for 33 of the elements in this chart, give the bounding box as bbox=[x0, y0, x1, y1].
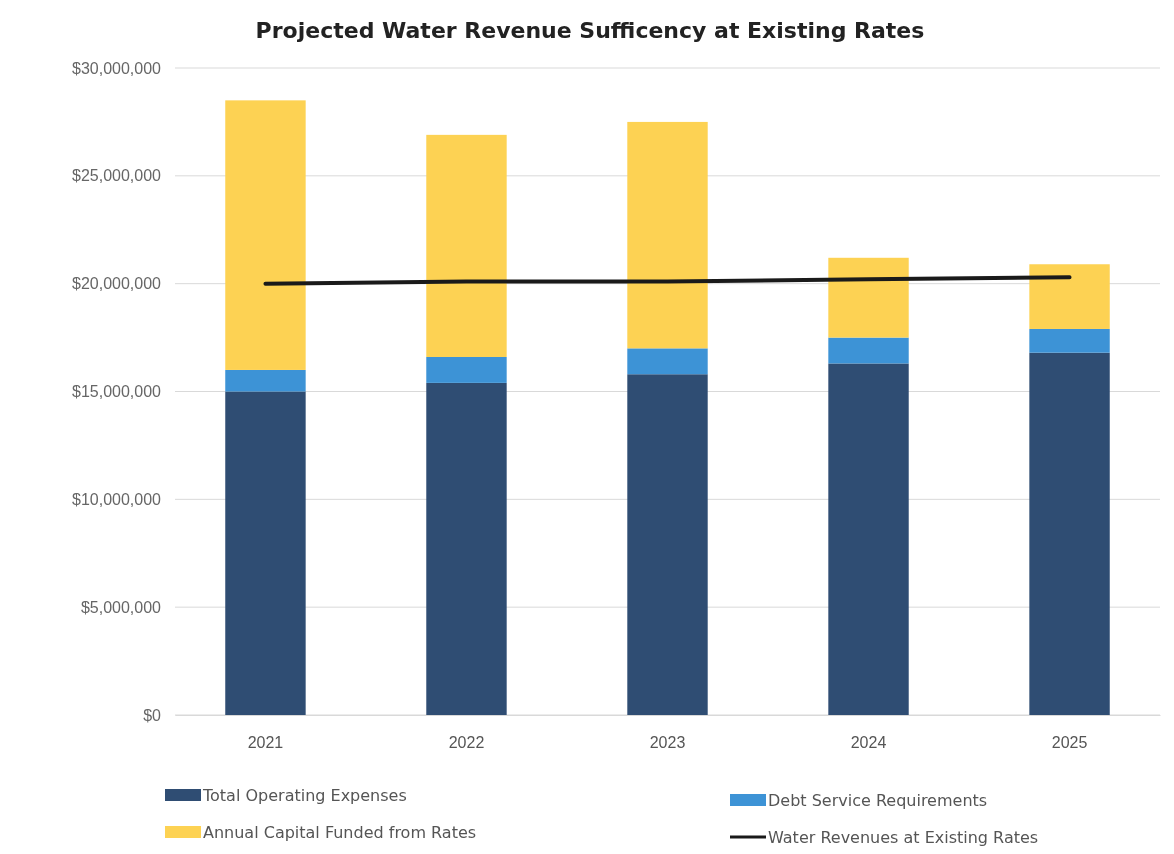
bar bbox=[225, 369, 306, 392]
legend-label: Water Revenues at Existing Rates bbox=[768, 828, 1039, 847]
bar bbox=[1029, 352, 1110, 715]
chart-title: Projected Water Revenue Sufficency at Existing Rates bbox=[255, 18, 925, 43]
legend-label: Annual Capital Funded from Rates bbox=[203, 823, 477, 842]
y-tick-label: $10,000,000 bbox=[72, 490, 162, 508]
y-tick-label: $0 bbox=[143, 706, 162, 724]
bar bbox=[426, 356, 507, 383]
y-tick-label: $25,000,000 bbox=[72, 167, 162, 185]
y-tick-label: $15,000,000 bbox=[72, 383, 162, 401]
bar bbox=[828, 257, 909, 338]
bar bbox=[828, 363, 909, 715]
y-tick-label: $30,000,000 bbox=[72, 59, 162, 77]
legend-label: Total Operating Expenses bbox=[202, 786, 407, 805]
y-tick-label: $20,000,000 bbox=[72, 275, 162, 293]
bar bbox=[627, 348, 708, 375]
bar bbox=[225, 391, 306, 715]
x-tick-label: 2024 bbox=[850, 734, 887, 752]
bar bbox=[627, 121, 708, 349]
x-tick-label: 2023 bbox=[649, 734, 686, 752]
bar bbox=[627, 374, 708, 715]
y-tick-label: $5,000,000 bbox=[80, 598, 162, 616]
legend-label: Debt Service Requirements bbox=[768, 791, 988, 810]
x-tick-label: 2021 bbox=[247, 734, 284, 752]
bar bbox=[225, 100, 306, 370]
line-series bbox=[263, 275, 1072, 286]
x-tick-label: 2025 bbox=[1051, 734, 1088, 752]
bar bbox=[1029, 328, 1110, 353]
bar bbox=[426, 134, 507, 357]
bar bbox=[426, 382, 507, 715]
bar bbox=[1029, 264, 1110, 329]
x-tick-label: 2022 bbox=[448, 734, 485, 752]
bar bbox=[828, 337, 909, 364]
